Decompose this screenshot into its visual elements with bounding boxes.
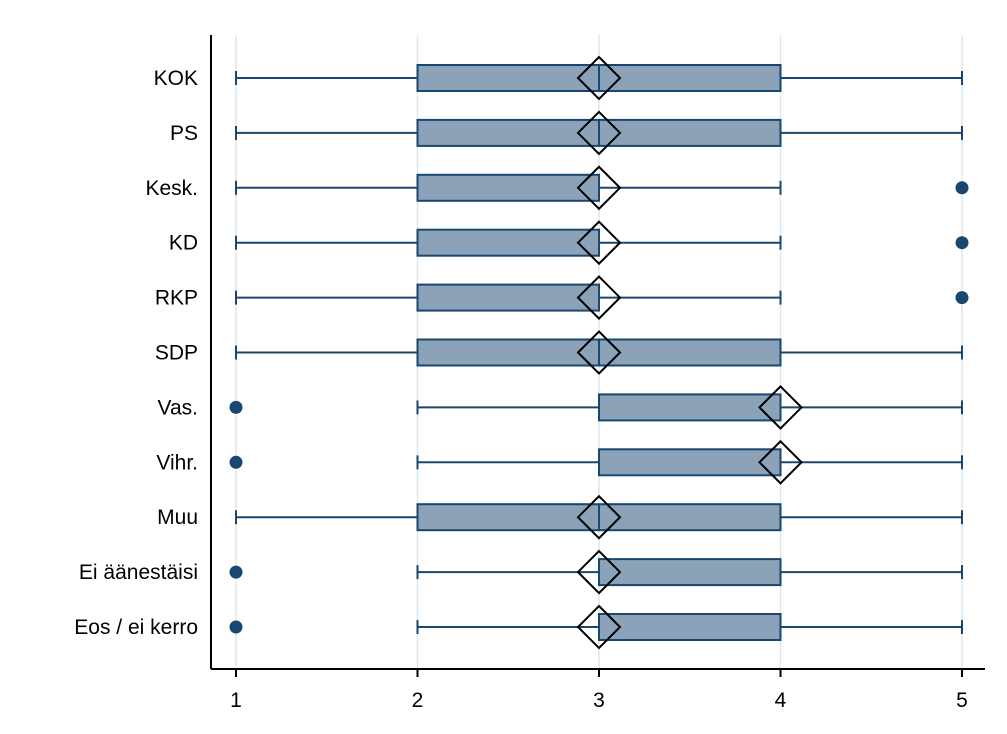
box-row xyxy=(235,494,963,540)
box-row xyxy=(229,384,963,430)
category-label: SDP xyxy=(155,342,198,365)
outlier-point xyxy=(955,236,969,250)
outlier-point xyxy=(229,620,243,634)
mean-marker xyxy=(576,330,622,375)
outlier-point xyxy=(229,400,243,414)
box-row xyxy=(229,549,963,595)
category-label: RKP xyxy=(155,287,198,310)
outlier-point xyxy=(229,455,243,469)
category-label: Eos / ei kerro xyxy=(74,616,198,639)
outlier-point xyxy=(955,181,969,195)
box-row xyxy=(235,55,963,101)
category-label: Ei äänestäisi xyxy=(79,561,198,584)
mean-marker xyxy=(576,494,622,540)
x-tick-label: 2 xyxy=(412,689,424,712)
mean-marker xyxy=(576,55,622,101)
x-tick-label: 3 xyxy=(593,689,605,712)
iqr-box xyxy=(416,228,600,257)
category-label: Kesk. xyxy=(145,177,198,200)
box-row xyxy=(235,110,963,156)
iqr-box xyxy=(598,613,782,641)
category-label: PS xyxy=(170,122,198,145)
iqr-box xyxy=(416,173,600,202)
iqr-box xyxy=(598,448,782,477)
box-row xyxy=(229,604,963,650)
category-label: Vihr. xyxy=(156,451,198,474)
category-label: Muu xyxy=(157,506,198,529)
iqr-box xyxy=(598,393,782,422)
mean-marker xyxy=(576,275,622,321)
box-plot-series xyxy=(229,55,969,650)
category-label: KD xyxy=(169,232,198,255)
mean-marker xyxy=(576,549,622,595)
axes xyxy=(210,35,985,677)
mean-marker xyxy=(576,220,622,266)
mean-marker xyxy=(576,604,622,650)
iqr-box xyxy=(598,558,782,587)
x-tick-label: 4 xyxy=(775,689,787,712)
mean-marker xyxy=(758,439,803,485)
x-tick-labels: 1 2 3 4 5 xyxy=(230,689,968,712)
category-label: Vas. xyxy=(158,396,198,419)
box-row xyxy=(235,220,969,266)
outlier-point xyxy=(955,291,969,305)
box-row xyxy=(229,439,963,485)
category-label: KOK xyxy=(154,67,198,90)
box-row xyxy=(235,275,969,321)
category-labels: KOK PS Kesk. KD RKP SDP Vas. Vihr. Muu Ei äänestä… xyxy=(74,67,198,639)
box-row xyxy=(235,165,969,211)
iqr-box xyxy=(416,283,600,312)
x-tick-label: 1 xyxy=(230,689,242,712)
mean-marker xyxy=(758,384,803,430)
mean-marker xyxy=(576,165,622,211)
x-tick-label: 5 xyxy=(956,689,968,712)
mean-marker xyxy=(576,110,622,156)
box-row xyxy=(235,330,963,375)
outlier-point xyxy=(229,565,243,579)
